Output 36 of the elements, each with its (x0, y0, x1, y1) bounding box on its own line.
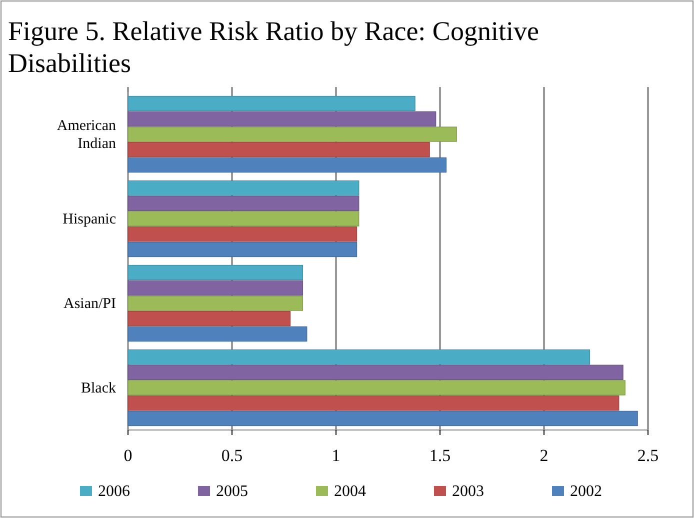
bar (128, 264, 304, 280)
bar (128, 142, 430, 158)
legend-label: 2005 (216, 483, 248, 500)
bar (128, 296, 304, 311)
legend-label: 2002 (570, 483, 602, 500)
bar (128, 349, 590, 365)
bar (128, 196, 360, 211)
bar (128, 242, 358, 258)
x-tick-label: 1 (332, 446, 340, 466)
x-tick-label: 1.5 (429, 446, 451, 466)
legend-label: 2003 (452, 483, 484, 500)
bar (128, 364, 624, 380)
bar (128, 226, 358, 242)
bar (128, 380, 626, 396)
bar (128, 211, 360, 226)
bar (128, 126, 457, 142)
x-tick-label: 0.5 (221, 446, 243, 466)
bar (128, 326, 308, 342)
bar (128, 111, 436, 126)
bar (128, 311, 291, 326)
x-tick-label: 2 (540, 446, 548, 466)
y-tick-label: Hispanic (62, 212, 116, 228)
bar (128, 396, 620, 411)
y-tick-label: Black (81, 380, 116, 397)
chart-title: Figure 5. Relative Risk Ratio by Race: Cognitive Disabilities (8, 16, 539, 78)
bar (128, 180, 360, 196)
x-tick-label: 2.5 (637, 446, 659, 466)
y-tick-label: Asian/PI (64, 296, 116, 312)
bar (128, 157, 447, 173)
bar (128, 410, 638, 426)
legend-label: 2004 (334, 483, 366, 500)
legend-label: 2006 (98, 483, 130, 500)
y-tick-label: American Indian (56, 118, 116, 152)
x-tick-label: 0 (124, 446, 132, 466)
bar (128, 280, 304, 296)
bar (128, 96, 416, 112)
